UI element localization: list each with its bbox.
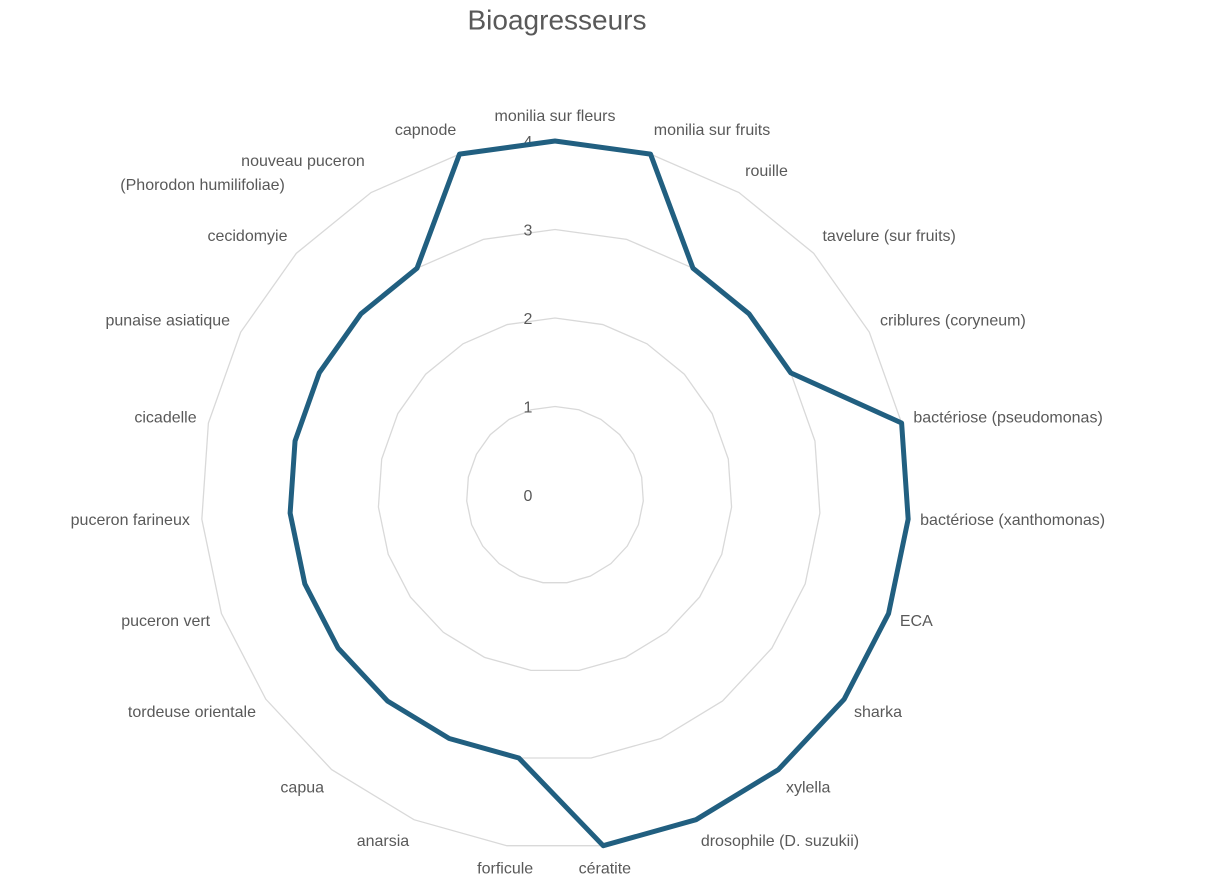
category-label: puceron vert	[121, 613, 210, 630]
grid-ring	[466, 405, 644, 584]
category-label: capua	[280, 779, 324, 796]
r-tick-label: 2	[524, 311, 533, 328]
category-label: bactériose (xanthomonas)	[920, 512, 1105, 529]
category-label: drosophile (D. suzukii)	[701, 833, 859, 850]
category-label: tordeuse orientale	[128, 704, 256, 721]
r-tick-label: 3	[524, 223, 533, 240]
series-line	[287, 138, 911, 849]
grid-ring	[201, 140, 909, 847]
category-label: puceron farineux	[71, 512, 190, 529]
category-label: anarsia	[357, 833, 410, 850]
category-label: punaise asiatique	[105, 312, 230, 329]
category-label: monilia sur fruits	[654, 122, 770, 139]
r-tick-label: 1	[524, 400, 533, 417]
category-label: capnode	[395, 122, 456, 139]
category-label: cicadelle	[134, 409, 196, 426]
grid-ring	[377, 317, 733, 672]
category-label: cératite	[579, 861, 632, 874]
category-label: xylella	[786, 779, 831, 796]
category-label: rouille	[745, 163, 788, 180]
r-tick-label: 0	[524, 488, 533, 505]
category-label: bactériose (pseudomonas)	[913, 409, 1102, 426]
category-label: forficule	[477, 861, 533, 874]
category-label: cecidomyie	[207, 228, 287, 245]
category-label: criblures (coryneum)	[880, 312, 1026, 329]
category-label: monilia sur fleurs	[495, 108, 616, 125]
category-label: nouveau puceron (Phorodon humilifoliae)	[120, 153, 365, 194]
category-label: tavelure (sur fruits)	[822, 228, 955, 245]
chart-title: Bioagresseurs	[468, 4, 647, 35]
category-label: ECA	[900, 613, 933, 630]
category-label: sharka	[854, 704, 902, 721]
